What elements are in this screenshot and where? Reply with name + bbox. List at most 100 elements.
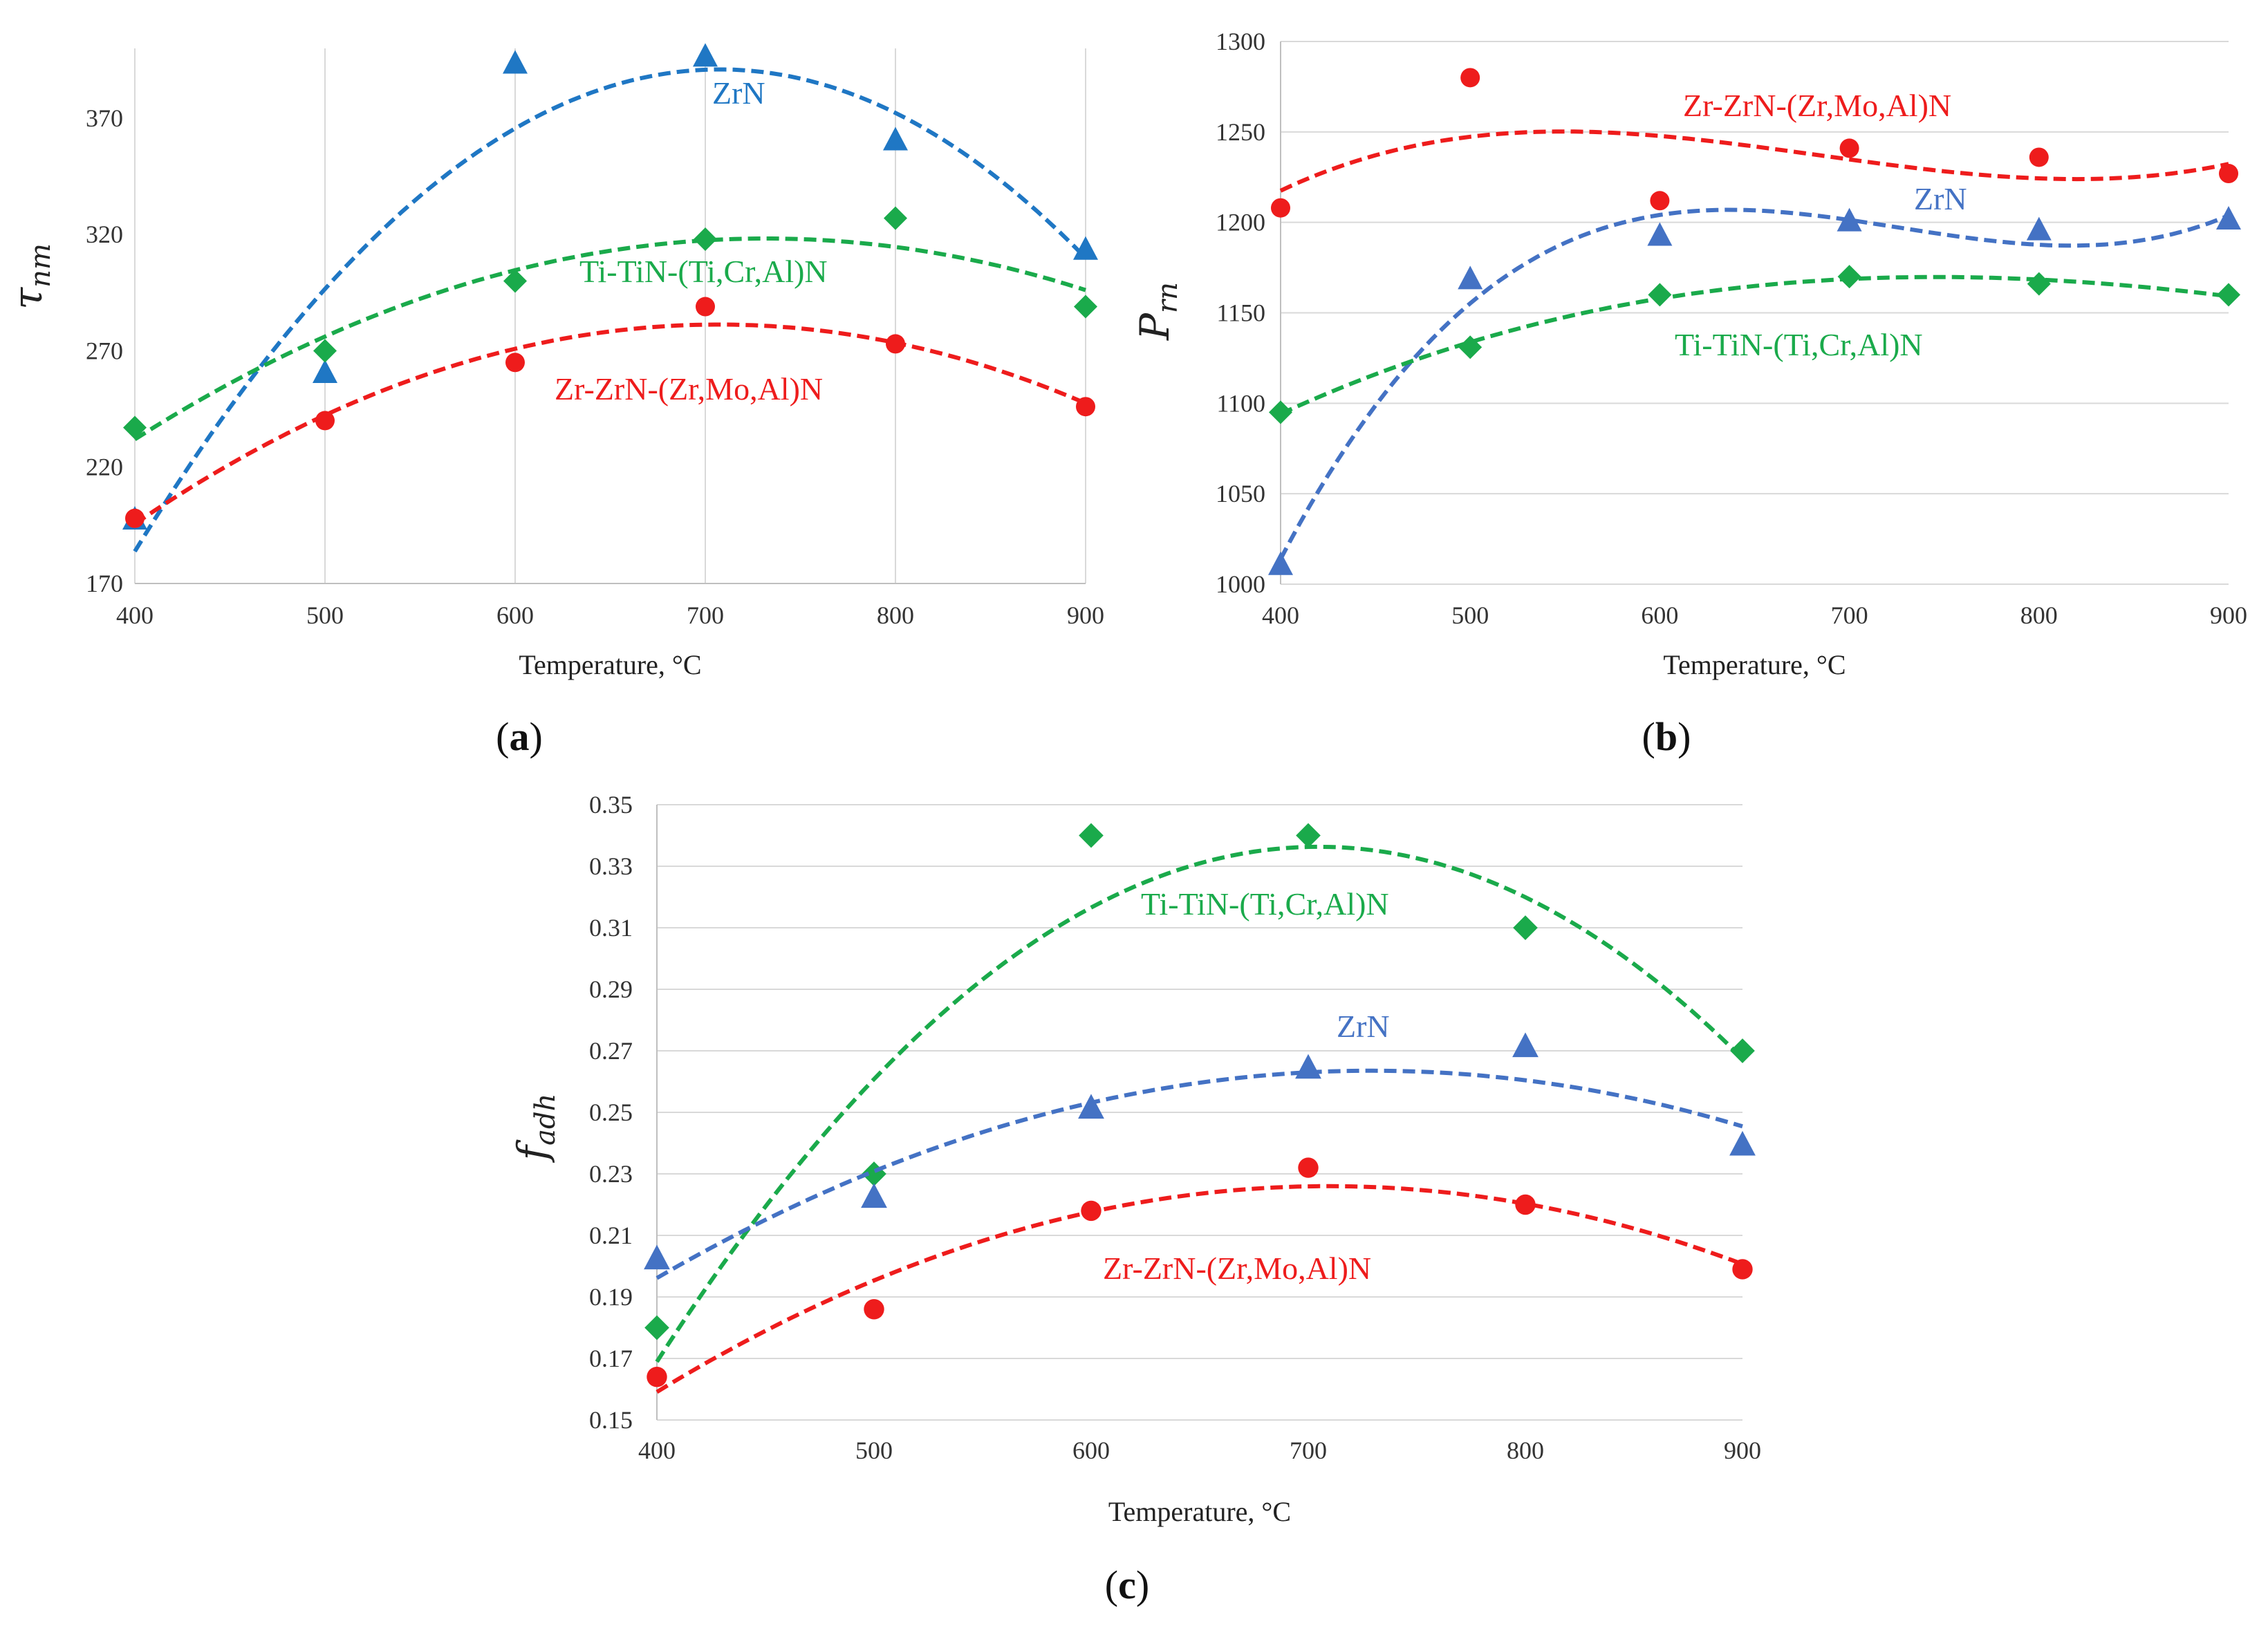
series-label: ZrN xyxy=(1914,181,1967,216)
trend-line xyxy=(133,236,1086,442)
series-label: ZrN xyxy=(1337,1009,1390,1044)
y-tick-label: 1100 xyxy=(1216,389,1265,417)
trend-line xyxy=(1279,207,2230,561)
x-tick-label: 900 xyxy=(2210,601,2247,629)
y-tick-label: 270 xyxy=(86,337,123,364)
y-tick-label: 0.17 xyxy=(589,1345,633,1372)
data-point xyxy=(696,297,715,317)
data-point xyxy=(644,1315,669,1340)
y-tick-label: 1200 xyxy=(1216,209,1265,236)
data-point xyxy=(2026,216,2052,241)
data-point xyxy=(864,1299,884,1320)
data-point xyxy=(1730,1038,1755,1063)
data-point xyxy=(1073,236,1098,260)
data-point xyxy=(1512,1032,1539,1058)
trend-line xyxy=(656,1184,1744,1394)
y-axis-title: τnm xyxy=(4,243,57,310)
trend-line xyxy=(1279,129,2229,193)
series-label: Ti-TiN-(Ti,Cr,Al)N xyxy=(1675,327,1923,362)
y-tick-label: 0.29 xyxy=(589,975,633,1003)
y-tick-label: 0.33 xyxy=(589,852,633,880)
data-point xyxy=(884,206,907,230)
data-point xyxy=(1458,335,1482,359)
data-point xyxy=(862,1161,886,1186)
y-tick-label: 370 xyxy=(86,104,123,132)
data-point xyxy=(505,353,525,373)
x-axis-title: Temperature, °C xyxy=(1663,649,1846,680)
data-point xyxy=(1078,1094,1104,1119)
data-point xyxy=(2216,205,2241,230)
x-tick-label: 700 xyxy=(687,601,724,629)
trend-line xyxy=(133,67,1088,553)
y-axis-title: fadh xyxy=(509,1094,561,1164)
data-point xyxy=(1268,551,1293,575)
data-point xyxy=(694,227,717,251)
y-tick-label: 170 xyxy=(86,570,123,597)
x-tick-label: 600 xyxy=(1641,601,1678,629)
y-tick-label: 0.25 xyxy=(589,1099,633,1126)
x-tick-label: 600 xyxy=(1072,1437,1110,1464)
chart-c: 400 500 600 700 800 900 0.15 0.17 0.19 0.21 0.23 0.… xyxy=(509,791,1761,1527)
y-tick-label: 0.23 xyxy=(589,1160,633,1188)
data-point xyxy=(503,269,527,293)
data-point xyxy=(1079,823,1104,848)
data-point xyxy=(1729,1130,1756,1156)
chart-b: 400 500 600 700 800 900 1000 1050 1100 1150 1200 12… xyxy=(1131,28,2247,680)
data-point xyxy=(1269,400,1292,424)
x-axis-title: Temperature, °C xyxy=(1108,1496,1291,1527)
data-point xyxy=(123,415,147,440)
y-tick-label: 0.31 xyxy=(589,914,633,942)
x-tick-label: 900 xyxy=(1724,1437,1761,1464)
x-tick-label: 800 xyxy=(1507,1437,1544,1464)
x-tick-label: 800 xyxy=(2020,601,2058,629)
data-point xyxy=(1839,138,1859,158)
y-tick-label: 1300 xyxy=(1216,28,1265,55)
trend-line xyxy=(655,844,1745,1363)
x-tick-label: 700 xyxy=(1290,1437,1327,1464)
data-point xyxy=(1837,207,1862,232)
data-point xyxy=(1458,265,1483,290)
data-point xyxy=(2029,147,2049,167)
trend-line xyxy=(656,1068,1743,1280)
y-tick-label: 320 xyxy=(86,221,123,248)
y-tick-label: 1050 xyxy=(1216,480,1265,507)
y-tick-label: 1000 xyxy=(1216,570,1265,598)
x-tick-label: 900 xyxy=(1067,601,1104,629)
x-tick-label: 600 xyxy=(496,601,534,629)
panel-label-c: (c) xyxy=(1105,1562,1149,1607)
y-tick-label: 0.35 xyxy=(589,791,633,819)
data-point xyxy=(647,1367,667,1387)
panel-label-a: (a) xyxy=(496,714,543,759)
data-point xyxy=(1295,1054,1321,1079)
data-point xyxy=(861,1183,887,1208)
x-axis-title: Temperature, °C xyxy=(519,649,701,680)
data-point xyxy=(1271,198,1290,218)
x-tick-label: 400 xyxy=(1262,601,1299,629)
x-tick-label: 500 xyxy=(1451,601,1489,629)
y-tick-label: 0.27 xyxy=(589,1037,633,1065)
data-point xyxy=(886,334,905,354)
y-tick-label: 0.19 xyxy=(589,1283,633,1311)
y-tick-label: 1150 xyxy=(1216,299,1265,327)
data-point xyxy=(1513,915,1538,940)
trend-line xyxy=(133,322,1087,526)
data-point xyxy=(1076,397,1095,417)
data-point xyxy=(1732,1259,1753,1280)
data-point xyxy=(315,411,335,431)
data-point xyxy=(693,43,718,67)
y-tick-label: 0.21 xyxy=(589,1222,633,1249)
data-point xyxy=(1074,295,1097,319)
data-point xyxy=(883,127,908,151)
data-point xyxy=(1298,1157,1319,1178)
x-tick-label: 500 xyxy=(306,601,344,629)
y-axis-title: Prn xyxy=(1131,282,1184,341)
panel-label-b: (b) xyxy=(1642,714,1691,759)
x-tick-label: 400 xyxy=(638,1437,676,1464)
data-point xyxy=(1081,1200,1102,1222)
data-point xyxy=(503,50,528,74)
x-tick-label: 700 xyxy=(1831,601,1868,629)
trend-line xyxy=(1279,274,2229,416)
data-point xyxy=(1296,823,1321,848)
y-tick-label: 1250 xyxy=(1216,118,1265,146)
